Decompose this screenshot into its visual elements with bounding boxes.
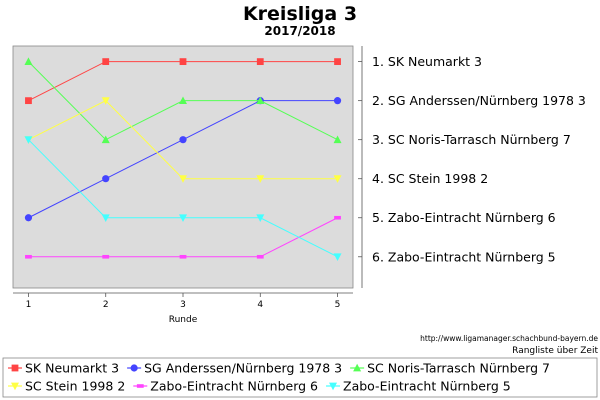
rank-label-5: 5. Zabo-Eintracht Nürnberg 6 (372, 210, 556, 225)
legend-label-3: SC Noris-Tarrasch Nürnberg 7 (367, 361, 550, 376)
legend-marker-3 (353, 363, 362, 372)
rank-label-3: 3. SC Noris-Tarrasch Nürnberg 7 (372, 132, 571, 147)
plot-area (12, 45, 354, 289)
point-s6-r5 (333, 253, 342, 261)
point-s2-r1 (24, 214, 33, 222)
point-s3-r1 (24, 57, 33, 66)
point-s5-r3 (179, 254, 187, 259)
point-s6-r2 (101, 214, 110, 222)
series-layer (24, 57, 342, 261)
legend-marker-4 (11, 382, 19, 391)
point-s4-r2 (101, 97, 110, 105)
legend-label-6: Zabo-Eintracht Nürnberg 5 (343, 379, 511, 394)
point-s1-r3 (179, 58, 187, 66)
point-s6-r1 (24, 136, 33, 144)
point-s2-r5 (333, 97, 342, 105)
legend-items: SK Neumarkt 3 SG Anderssen/Nürnberg 1978 … (8, 361, 550, 394)
x-tick-label-4: 4 (257, 300, 263, 310)
point-s1-r5 (334, 58, 341, 66)
point-s6-r4 (256, 214, 265, 222)
point-s1-r4 (256, 58, 264, 66)
x-tick-label-2: 2 (103, 300, 109, 310)
point-s3-r2 (101, 135, 110, 144)
point-s3-r3 (179, 96, 187, 105)
rank-label-4: 4. SC Stein 1998 2 (372, 171, 488, 186)
x-axis: 1 2 3 4 5 (13, 292, 353, 310)
point-s5-r5 (334, 215, 341, 220)
rank-label-2: 2. SG Anderssen/Nürnberg 1978 3 (372, 93, 586, 108)
chart-subtitle: 2017/2018 (264, 24, 335, 38)
point-s3-r4 (256, 96, 265, 105)
point-s2-r2 (102, 175, 110, 183)
legend-marker-5 (136, 384, 144, 388)
point-s4-r4 (256, 175, 265, 183)
source-url: http://www.ligamanager.schachbund-bayern… (420, 334, 598, 343)
point-s4-r3 (179, 175, 187, 183)
legend-label-2: SG Anderssen/Nürnberg 1978 3 (144, 361, 342, 376)
x-tick-label-1: 1 (26, 300, 32, 310)
point-s5-r1 (25, 254, 32, 259)
legend-label-5: Zabo-Eintracht Nürnberg 6 (150, 379, 318, 394)
legend-label-1: SK Neumarkt 3 (25, 361, 119, 376)
point-s5-r4 (256, 254, 264, 259)
point-s6-r3 (179, 214, 187, 222)
point-s4-r5 (333, 175, 342, 183)
point-s3-r5 (333, 135, 342, 144)
x-axis-title: Runde (169, 315, 198, 325)
x-tick-label-3: 3 (180, 300, 186, 310)
x-tick-label-5: 5 (335, 300, 341, 310)
point-s1-r1 (25, 97, 32, 105)
legend-marker-2 (130, 364, 138, 372)
rank-axis: 1. SK Neumarkt 3 2. SG Anderssen/Nürnberg… (358, 46, 586, 288)
legend (2, 357, 598, 398)
point-s1-r2 (102, 58, 110, 66)
point-s5-r2 (102, 254, 110, 259)
legend-marker-6 (329, 382, 338, 391)
legend-label-4: SC Stein 1998 2 (25, 379, 125, 394)
rank-label-6: 6. Zabo-Eintracht Nürnberg 5 (372, 249, 556, 264)
legend-marker-1 (11, 364, 19, 372)
caption: Rangliste über Zeit (512, 346, 598, 356)
chart-title: Kreisliga 3 (243, 3, 357, 25)
point-s2-r3 (179, 136, 187, 144)
rank-label-1: 1. SK Neumarkt 3 (372, 54, 482, 69)
